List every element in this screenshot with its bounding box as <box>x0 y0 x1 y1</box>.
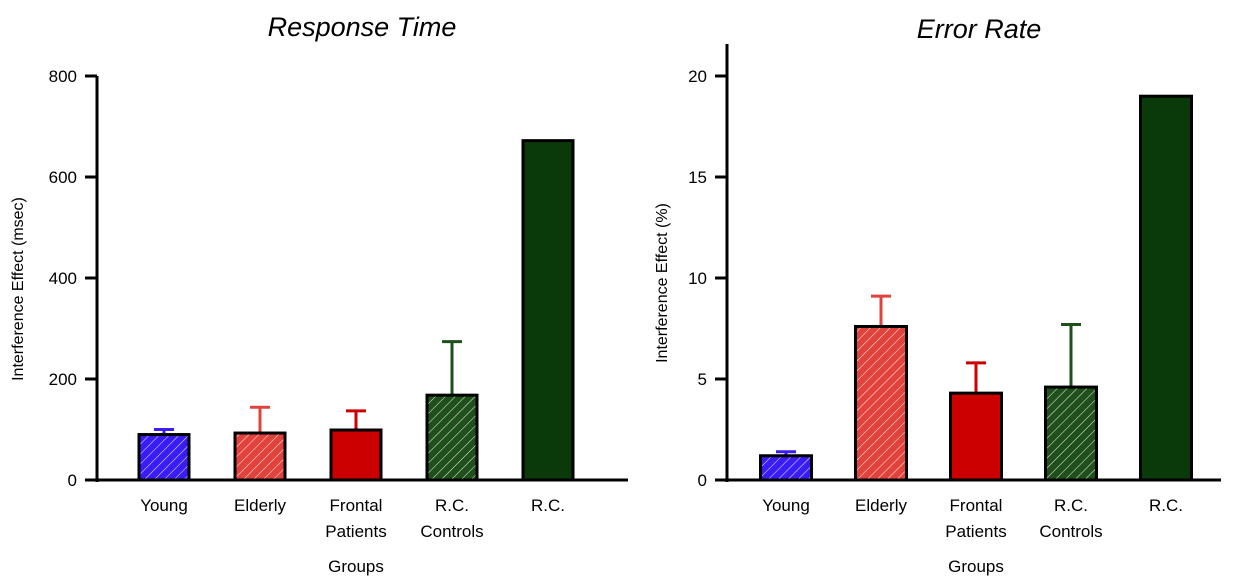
y-tick-label: 10 <box>688 269 707 288</box>
bar-hatch-pattern <box>236 434 284 479</box>
bar-frontal-patients <box>329 428 383 482</box>
x-tick-label: R.C. <box>531 496 565 515</box>
x-tick-label: Young <box>140 496 188 515</box>
x-tick-label: Young <box>762 496 810 515</box>
bar-hatch-pattern <box>428 396 476 479</box>
bar-hatch-pattern <box>762 457 810 479</box>
x-tick-label: Frontal <box>330 496 383 515</box>
y-tick-label: 600 <box>49 168 77 187</box>
y-tick-label: 20 <box>688 67 707 86</box>
chart-title: Response Time <box>268 12 457 42</box>
y-axis-label: Interference Effect (msec) <box>10 197 27 381</box>
x-tick-label: Frontal <box>950 496 1003 515</box>
response-time-chart: Response Time 0 200 400 600 800 Interference E… <box>10 12 628 576</box>
y-tick-label: 0 <box>698 471 707 490</box>
bar-hatch-pattern <box>140 436 188 479</box>
y-tick-label: 400 <box>49 269 77 288</box>
x-tick-label: Patients <box>325 522 386 541</box>
x-tick-label: R.C. <box>1149 496 1183 515</box>
chart-title: Error Rate <box>917 14 1042 44</box>
x-tick-label: Elderly <box>234 496 286 515</box>
y-axis-label: Interference Effect (%) <box>654 203 671 363</box>
bar-hatch-pattern <box>857 327 905 479</box>
bar-r-c <box>1139 94 1193 482</box>
x-axis-label: Groups <box>948 557 1004 576</box>
bar-r-c <box>521 139 575 482</box>
x-axis-label: Groups <box>328 557 384 576</box>
y-tick-label: 5 <box>698 370 707 389</box>
bar-hatch-pattern <box>1047 388 1095 479</box>
y-tick-label: 0 <box>68 471 77 490</box>
error-rate-chart: Error Rate 0 5 10 15 20 Interference Effect (%… <box>654 14 1221 576</box>
x-tick-label: Controls <box>420 522 483 541</box>
x-tick-label: R.C. <box>1054 496 1088 515</box>
x-tick-label: Elderly <box>855 496 907 515</box>
x-tick-label: Controls <box>1039 522 1102 541</box>
bar-frontal-patients <box>949 391 1003 482</box>
y-tick-label: 800 <box>49 67 77 86</box>
y-tick-label: 15 <box>688 168 707 187</box>
y-tick-label: 200 <box>49 370 77 389</box>
x-tick-label: Patients <box>945 522 1006 541</box>
x-tick-label: R.C. <box>435 496 469 515</box>
